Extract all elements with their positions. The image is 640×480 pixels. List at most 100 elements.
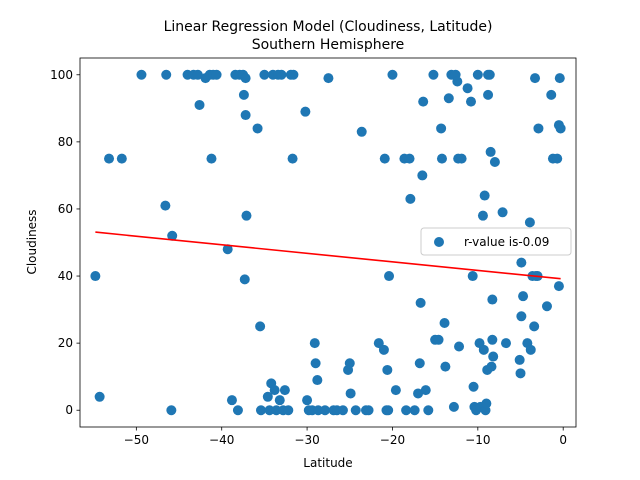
data-point xyxy=(409,405,420,416)
data-point xyxy=(500,338,511,349)
x-axis-label: Latitude xyxy=(303,456,352,470)
data-point xyxy=(485,146,496,157)
data-point xyxy=(283,405,294,416)
data-point xyxy=(555,123,566,134)
data-point xyxy=(487,294,498,305)
data-point xyxy=(515,368,526,379)
data-point xyxy=(525,344,536,355)
data-point xyxy=(104,153,115,164)
y-tick-label: 80 xyxy=(58,135,73,149)
legend-label: r-value is-0.09 xyxy=(464,235,549,249)
y-axis: 0 20 40 60 80 100 xyxy=(50,68,80,417)
data-point xyxy=(467,271,478,282)
data-point xyxy=(472,69,483,80)
data-point xyxy=(423,405,434,416)
data-point xyxy=(433,334,444,345)
data-point xyxy=(414,358,425,369)
data-point xyxy=(116,153,127,164)
data-point xyxy=(383,405,394,416)
data-point xyxy=(262,391,273,402)
data-point xyxy=(462,83,473,94)
data-point xyxy=(274,395,285,406)
data-point xyxy=(413,388,424,399)
data-point xyxy=(387,69,398,80)
data-point xyxy=(514,354,525,365)
data-point xyxy=(552,153,563,164)
data-point xyxy=(440,361,451,372)
data-point xyxy=(448,401,459,412)
y-tick-label: 60 xyxy=(58,202,73,216)
data-point xyxy=(530,73,541,84)
data-point xyxy=(302,395,313,406)
data-point xyxy=(310,358,321,369)
plot-frame xyxy=(79,57,577,428)
y-tick-label: 40 xyxy=(58,269,73,283)
data-point xyxy=(436,123,447,134)
data-point xyxy=(546,89,557,100)
data-point xyxy=(405,193,416,204)
data-point xyxy=(350,405,361,416)
x-tick-label: −10 xyxy=(465,433,490,447)
data-point xyxy=(323,73,334,84)
data-point xyxy=(222,244,233,255)
data-point xyxy=(518,291,529,302)
data-point xyxy=(252,123,263,134)
data-point xyxy=(239,274,250,285)
data-point xyxy=(454,341,465,352)
regression-line xyxy=(95,231,561,280)
data-point xyxy=(516,257,527,268)
data-point xyxy=(420,385,431,396)
data-point xyxy=(487,334,498,345)
data-point xyxy=(238,89,249,100)
data-point xyxy=(344,358,355,369)
data-point xyxy=(436,153,447,164)
data-point xyxy=(167,230,178,241)
y-tick-label: 20 xyxy=(58,336,73,350)
data-point xyxy=(300,106,311,117)
data-point xyxy=(94,391,105,402)
data-point xyxy=(516,311,527,322)
data-point xyxy=(553,281,564,292)
data-point xyxy=(452,76,463,87)
data-point xyxy=(337,405,348,416)
legend: r-value is-0.09 xyxy=(420,227,572,256)
data-point xyxy=(166,405,177,416)
data-point xyxy=(226,395,237,406)
legend-marker xyxy=(434,237,444,247)
data-point xyxy=(465,96,476,107)
data-point xyxy=(90,271,101,282)
data-point xyxy=(356,126,367,137)
data-point xyxy=(192,69,203,80)
data-point xyxy=(378,344,389,355)
data-point xyxy=(136,69,147,80)
data-point xyxy=(481,398,492,409)
data-point xyxy=(479,190,490,201)
x-tick-label: −40 xyxy=(209,433,234,447)
data-point xyxy=(255,321,266,332)
x-tick-label: 0 xyxy=(559,433,567,447)
data-point xyxy=(255,405,266,416)
data-point xyxy=(279,385,290,396)
data-point xyxy=(382,364,393,375)
data-point xyxy=(417,170,428,181)
data-point xyxy=(287,153,298,164)
data-point xyxy=(161,69,172,80)
chart-title: Linear Regression Model (Cloudiness, Lat… xyxy=(164,19,493,35)
y-tick-label: 100 xyxy=(50,68,73,82)
data-point xyxy=(483,89,494,100)
data-point xyxy=(288,69,299,80)
data-point xyxy=(533,123,544,134)
data-point xyxy=(443,93,454,104)
data-point xyxy=(194,99,205,110)
x-tick-label: −50 xyxy=(124,433,149,447)
data-point xyxy=(497,207,508,218)
data-point xyxy=(259,69,270,80)
data-point xyxy=(483,69,494,80)
data-point xyxy=(524,217,535,228)
data-point xyxy=(554,73,565,84)
data-point xyxy=(363,405,374,416)
data-point xyxy=(211,69,222,80)
data-point xyxy=(232,405,243,416)
